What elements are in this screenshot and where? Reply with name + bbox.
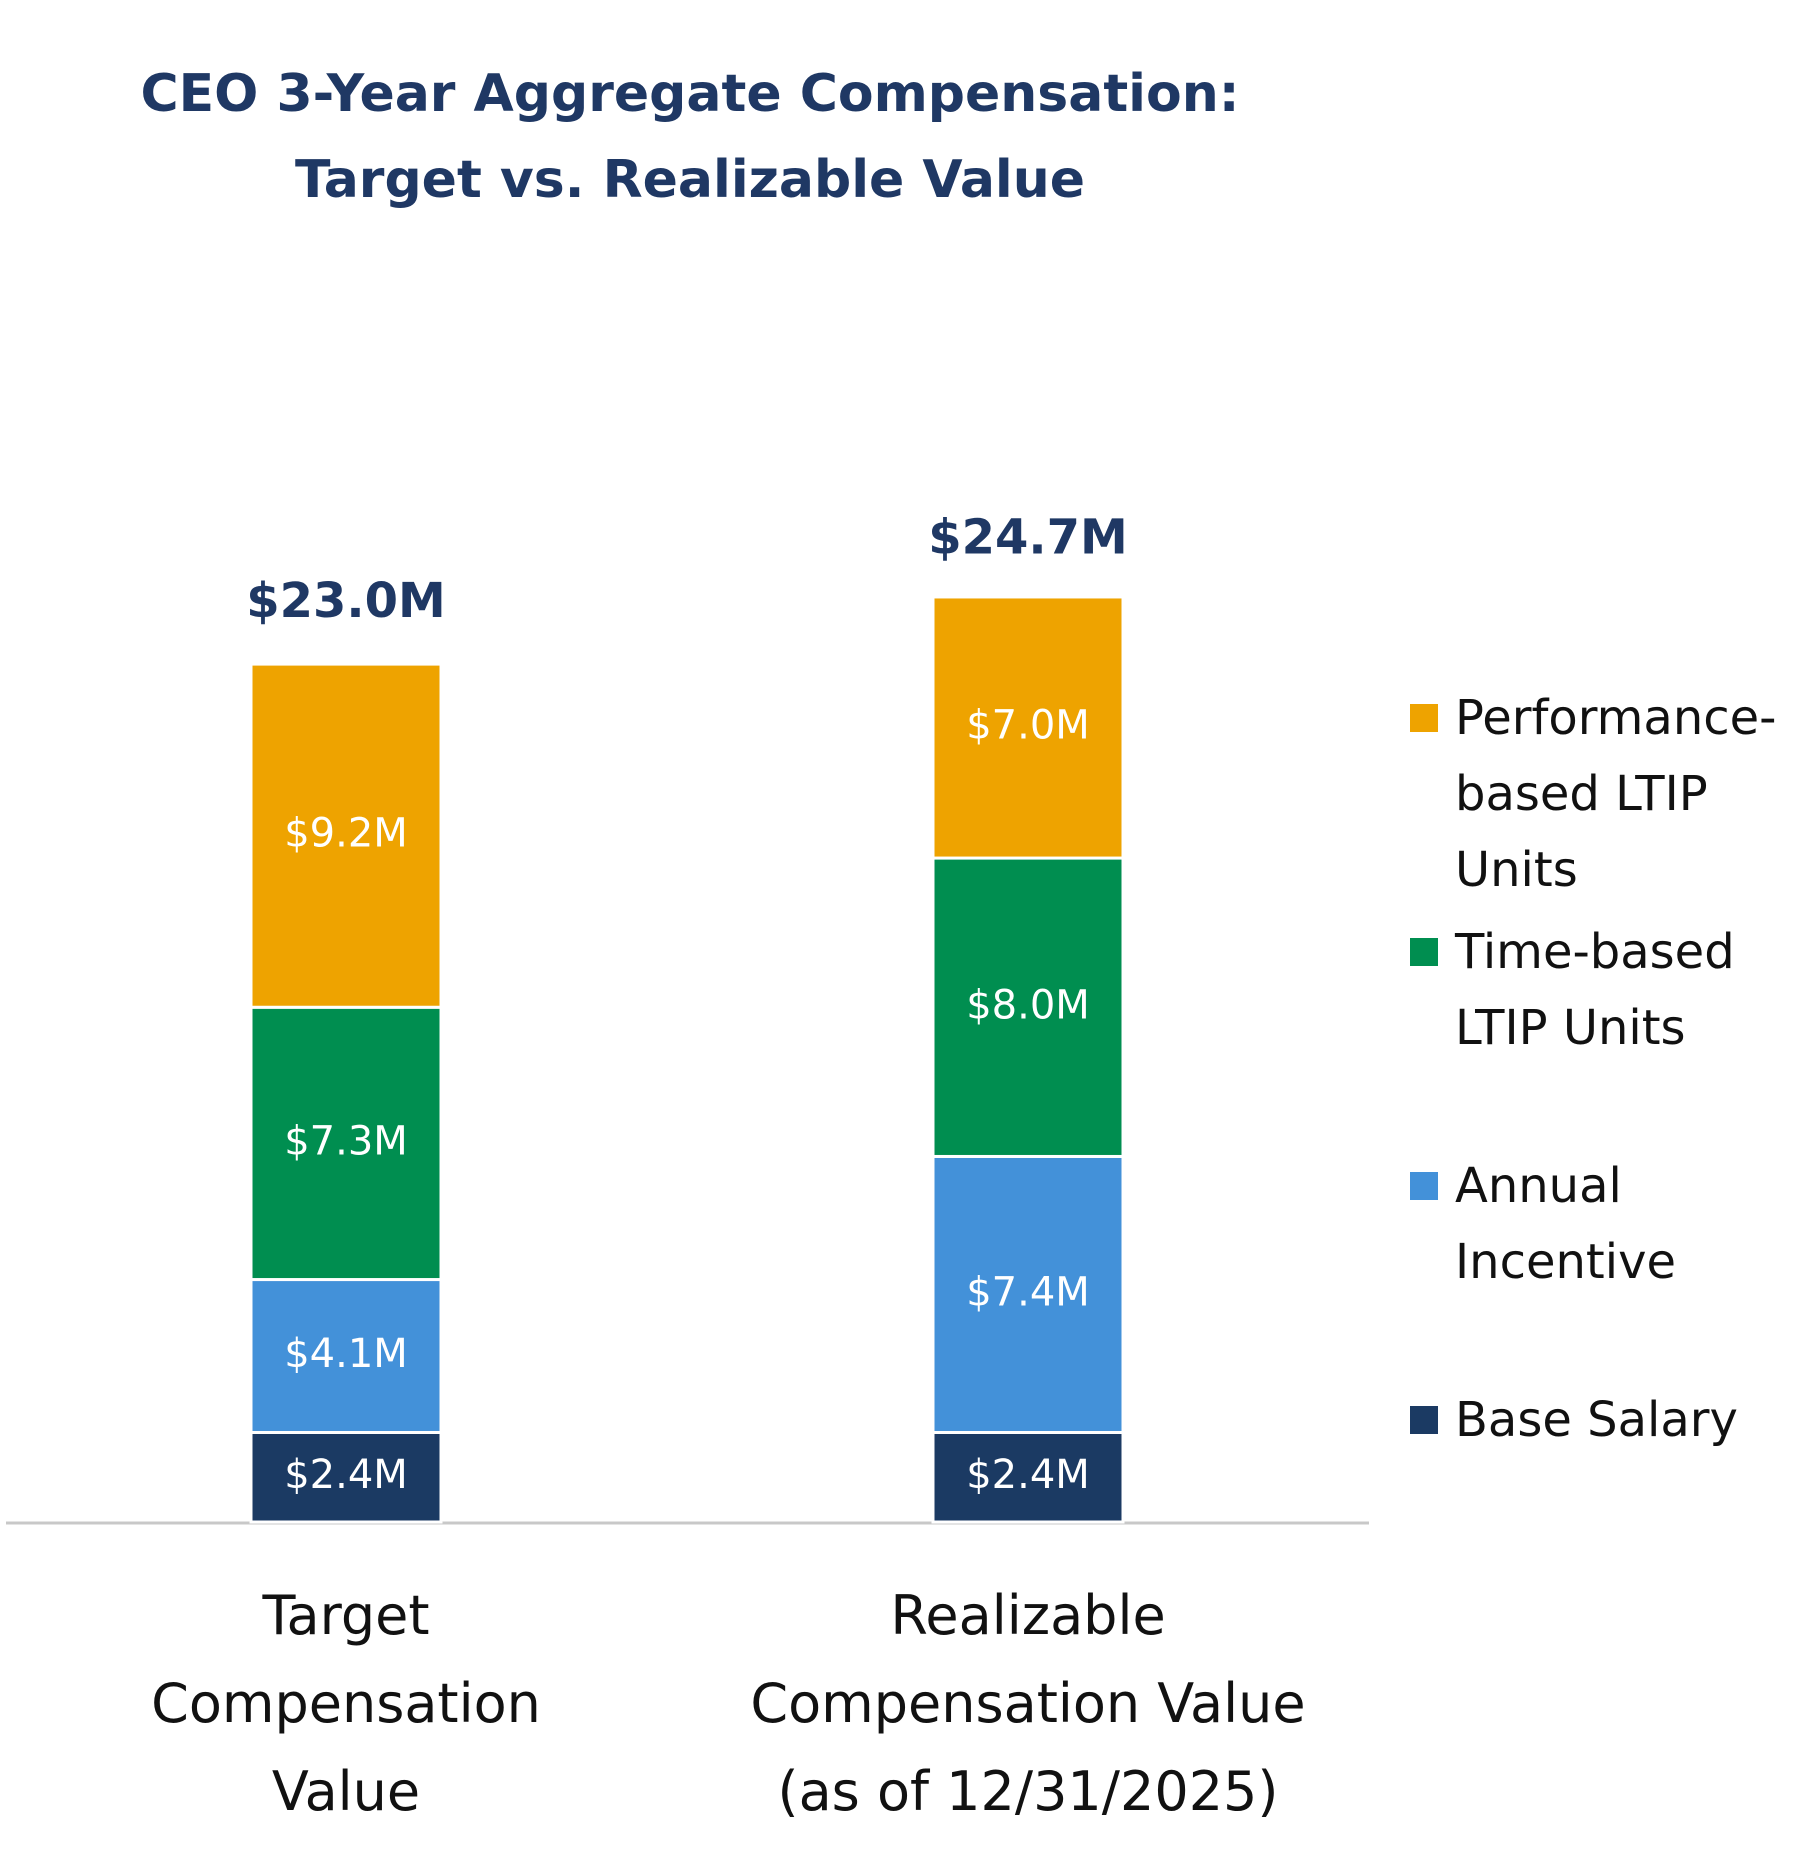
segment-label: $4.1M — [284, 1331, 408, 1377]
segment-label: $8.0M — [966, 982, 1090, 1028]
chart-title: CEO 3-Year Aggregate Compensation: — [140, 64, 1239, 124]
legend-swatch — [1410, 938, 1438, 966]
bar-segment — [249, 1430, 443, 1524]
bar-segment — [249, 662, 443, 1009]
legend-label: Performance-based LTIP Units — [1455, 690, 1777, 898]
chart-title: Target vs. Realizable Value — [295, 150, 1085, 210]
segment-label: $7.3M — [284, 1118, 408, 1164]
legend-label: Annual Incentive — [1455, 1158, 1677, 1290]
total-label: $24.7M — [928, 510, 1128, 566]
bar-segment — [931, 856, 1125, 1158]
segment-label: $9.2M — [284, 811, 408, 857]
total-label: $23.0M — [246, 573, 446, 629]
bar-segment — [931, 595, 1125, 860]
legend-label: Base Salary — [1455, 1392, 1738, 1448]
segment-label: $2.4M — [966, 1452, 1090, 1498]
legend-label: Time-based LTIP Units — [1455, 924, 1735, 1056]
legend-swatch — [1410, 704, 1438, 732]
x-tick-label: Realizable Compensation Value (as of 12/… — [750, 1584, 1306, 1823]
x-tick-label: Target Compensation Value — [151, 1584, 541, 1823]
segment-label: $7.0M — [966, 703, 1090, 749]
segment-label: $2.4M — [284, 1452, 408, 1498]
bar-segment — [249, 1005, 443, 1282]
legend-swatch — [1410, 1406, 1438, 1434]
bar-segment — [249, 1278, 443, 1434]
legend-swatch — [1410, 1172, 1438, 1200]
bar-segment — [931, 1430, 1125, 1524]
segment-label: $7.4M — [966, 1269, 1090, 1315]
